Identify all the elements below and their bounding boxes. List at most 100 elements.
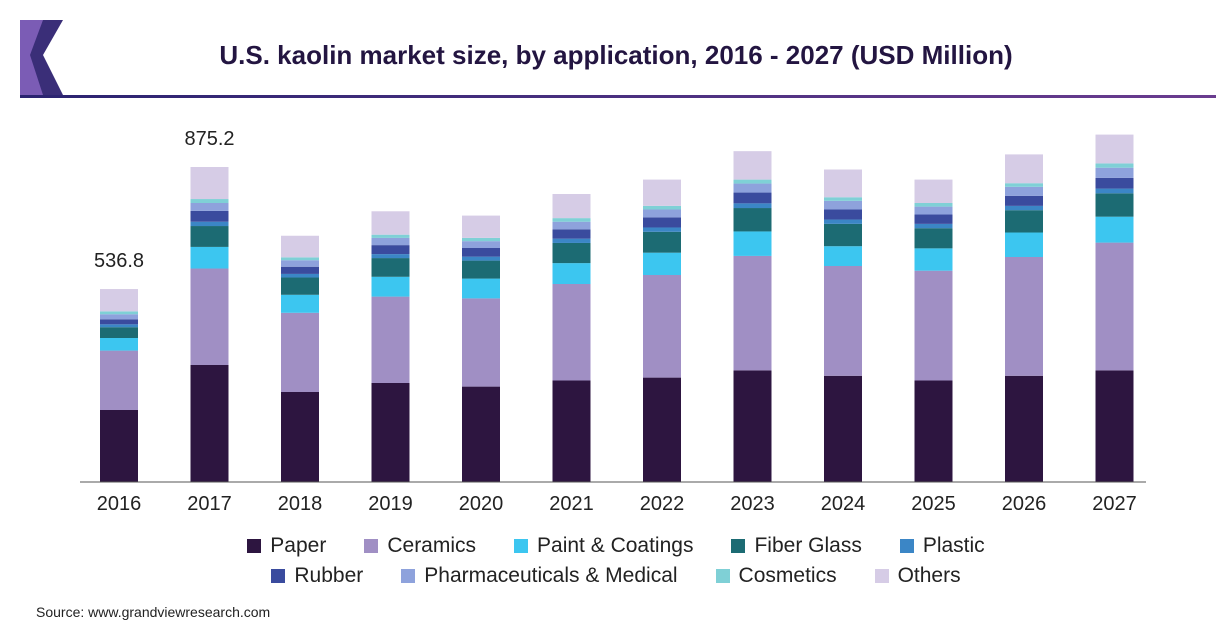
bar-segment-2019-7: [371, 234, 410, 238]
legend-item: Paint & Coatings: [514, 534, 693, 558]
bar-segment-2017-3: [190, 226, 229, 247]
bar-segment-2016-5: [100, 319, 138, 325]
chart-title: U.S. kaolin market size, by application,…: [219, 40, 1013, 70]
legend: Paper Ceramics Paint & Coatings Fiber Glass…: [0, 531, 1232, 591]
bar-segment-2027-2: [1095, 216, 1134, 243]
legend-label: Others: [897, 564, 961, 587]
bar-segment-2016-2: [100, 338, 138, 351]
bar-segment-2025-8: [914, 179, 953, 203]
bar-segment-2026-1: [1005, 257, 1043, 376]
legend-label: Pharmaceuticals & Medical: [424, 564, 678, 587]
bar-segment-2027-3: [1095, 193, 1134, 217]
x-tick-label: 2022: [640, 493, 685, 515]
bar-segment-2018-0: [281, 392, 319, 482]
bar-segment-2020-3: [462, 260, 500, 279]
bar-segment-2023-4: [733, 203, 772, 209]
legend-label: Paper: [270, 534, 327, 557]
bar-segment-2026-3: [1005, 210, 1043, 233]
bar-segment-2018-3: [281, 277, 319, 295]
bar-segment-2021-6: [552, 221, 591, 230]
bar-segment-2027-8: [1095, 134, 1134, 164]
bar-segment-2021-8: [552, 194, 591, 219]
legend-label: Plastic: [922, 534, 985, 557]
bar-segment-2027-7: [1095, 163, 1134, 168]
brand-logo-accent: [20, 20, 43, 95]
bar-segment-2017-6: [190, 203, 229, 211]
legend-item: Pharmaceuticals & Medical: [401, 564, 678, 588]
bar-segment-2027-5: [1095, 177, 1134, 189]
bar-segment-2017-4: [190, 221, 229, 227]
legend-label: Rubber: [294, 564, 364, 587]
legend-label: Ceramics: [387, 534, 477, 557]
bar-segment-2018-6: [281, 260, 319, 267]
bar-segment-2022-0: [643, 377, 681, 482]
legend-item: Ceramics: [364, 534, 476, 558]
bar-segment-2016-4: [100, 324, 138, 328]
bar-segment-2027-0: [1095, 370, 1134, 482]
x-tick-label: 2016: [97, 493, 142, 515]
bar-segment-2017-2: [190, 246, 229, 269]
bar-segment-2025-7: [914, 203, 953, 207]
bar-segment-2016-7: [100, 311, 138, 315]
bar-segment-2020-1: [462, 298, 500, 387]
bar-segment-2018-7: [281, 257, 319, 261]
bar-segment-2023-7: [733, 179, 772, 184]
bar-segment-2027-4: [1095, 188, 1134, 194]
bar-segment-2020-2: [462, 278, 500, 299]
bar-segment-2024-5: [824, 209, 862, 220]
bar-segment-2026-4: [1005, 205, 1043, 211]
legend-swatch: [874, 569, 889, 583]
bar-segment-2026-7: [1005, 183, 1043, 187]
bar-segment-2021-7: [552, 218, 591, 222]
bar-segment-2018-4: [281, 273, 319, 278]
bar-segment-2027-6: [1095, 167, 1134, 178]
x-tick-label: 2020: [459, 493, 504, 515]
bar-segment-2023-0: [733, 370, 772, 482]
bar-segment-2023-5: [733, 192, 772, 204]
bar-segment-2019-8: [371, 211, 410, 235]
bar-segment-2020-7: [462, 237, 500, 242]
bar-segment-2025-4: [914, 223, 953, 229]
bar-segment-2026-8: [1005, 154, 1043, 184]
total-data-label: 875.2: [184, 128, 234, 150]
bar-segment-2022-5: [643, 217, 681, 228]
bar-segment-2017-7: [190, 199, 229, 203]
bar-segment-2019-5: [371, 245, 410, 255]
x-tick-label: 2025: [911, 493, 956, 515]
bar-segment-2024-3: [824, 223, 862, 247]
bar-segment-2016-8: [100, 289, 138, 312]
x-tick-label: 2027: [1092, 493, 1137, 515]
bar-segment-2024-8: [824, 169, 862, 198]
bar-segment-2018-5: [281, 266, 319, 274]
bar-segment-2022-2: [643, 252, 681, 275]
bar-segment-2025-3: [914, 228, 953, 249]
x-tick-label: 2026: [1002, 493, 1047, 515]
bar-segment-2019-6: [371, 237, 410, 246]
x-tick-label: 2023: [730, 493, 775, 515]
bar-segment-2022-1: [643, 275, 681, 378]
source-note: Source: www.grandviewresearch.com: [36, 604, 271, 620]
bar-segment-2025-6: [914, 206, 953, 215]
bar-segment-2016-1: [100, 350, 138, 410]
x-tick-label: 2018: [278, 493, 323, 515]
bar-segment-2022-3: [643, 231, 681, 253]
bar-segment-2016-0: [100, 410, 138, 482]
bar-segment-2021-4: [552, 238, 591, 243]
bar-segment-2026-5: [1005, 195, 1043, 206]
x-tick-label: 2019: [368, 493, 413, 515]
bar-segment-2021-3: [552, 242, 591, 264]
bar-segment-2020-0: [462, 386, 500, 482]
bar-segment-2019-4: [371, 254, 410, 259]
legend-item: Paper: [247, 534, 326, 558]
bar-segment-2017-8: [190, 167, 229, 200]
bar-segment-2023-1: [733, 255, 772, 371]
legend-label: Paint & Coatings: [537, 534, 694, 557]
legend-item: Others: [874, 564, 961, 588]
bar-segment-2019-1: [371, 296, 410, 383]
legend-label: Cosmetics: [738, 564, 837, 587]
bar-segment-2021-5: [552, 229, 591, 239]
bar-segment-2019-0: [371, 383, 410, 482]
legend-item: Plastic: [899, 534, 985, 558]
bar-segment-2022-6: [643, 209, 681, 218]
bar-segment-2026-2: [1005, 232, 1043, 257]
